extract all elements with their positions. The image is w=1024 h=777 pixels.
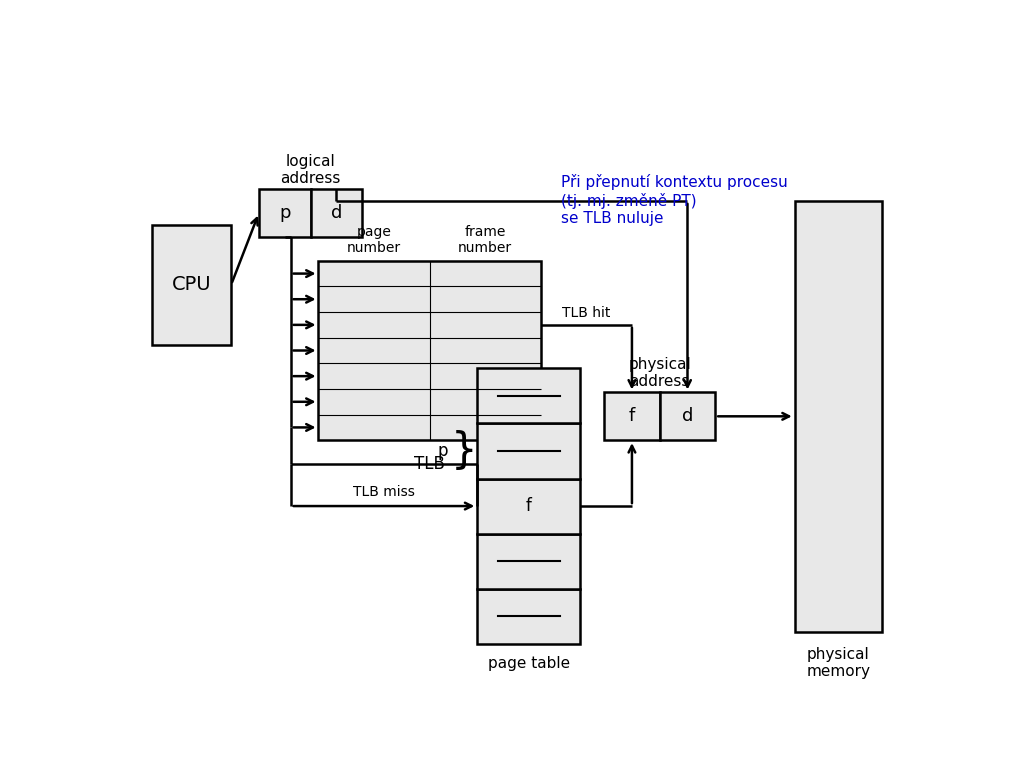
- Text: frame
number: frame number: [458, 225, 512, 255]
- Text: p: p: [438, 442, 449, 460]
- Bar: [604, 392, 659, 441]
- Text: f: f: [629, 407, 635, 425]
- Bar: [152, 225, 231, 344]
- Text: d: d: [682, 407, 693, 425]
- Text: page table: page table: [487, 656, 569, 671]
- Bar: [310, 189, 362, 237]
- Bar: [659, 392, 715, 441]
- Text: }: }: [451, 430, 477, 472]
- Text: TLB hit: TLB hit: [562, 306, 610, 320]
- Bar: [477, 589, 581, 643]
- Text: TLB miss: TLB miss: [353, 485, 415, 499]
- Bar: [477, 423, 581, 479]
- Bar: [795, 201, 882, 632]
- Bar: [259, 189, 310, 237]
- Text: Při přepnutí kontextu procesu
(tj. mj. změně PT)
se TLB nuluje: Při přepnutí kontextu procesu (tj. mj. z…: [560, 174, 787, 226]
- Bar: [477, 534, 581, 589]
- Text: logical
address: logical address: [281, 154, 341, 186]
- Text: f: f: [526, 497, 531, 515]
- Text: page
number: page number: [347, 225, 401, 255]
- Text: d: d: [331, 204, 342, 222]
- Text: TLB: TLB: [414, 455, 445, 473]
- Text: physical
memory: physical memory: [806, 646, 870, 679]
- Bar: [318, 261, 541, 441]
- Text: p: p: [279, 204, 291, 222]
- Text: CPU: CPU: [172, 275, 211, 294]
- Bar: [477, 479, 581, 534]
- Bar: [477, 368, 581, 423]
- Text: physical
address: physical address: [629, 357, 691, 389]
